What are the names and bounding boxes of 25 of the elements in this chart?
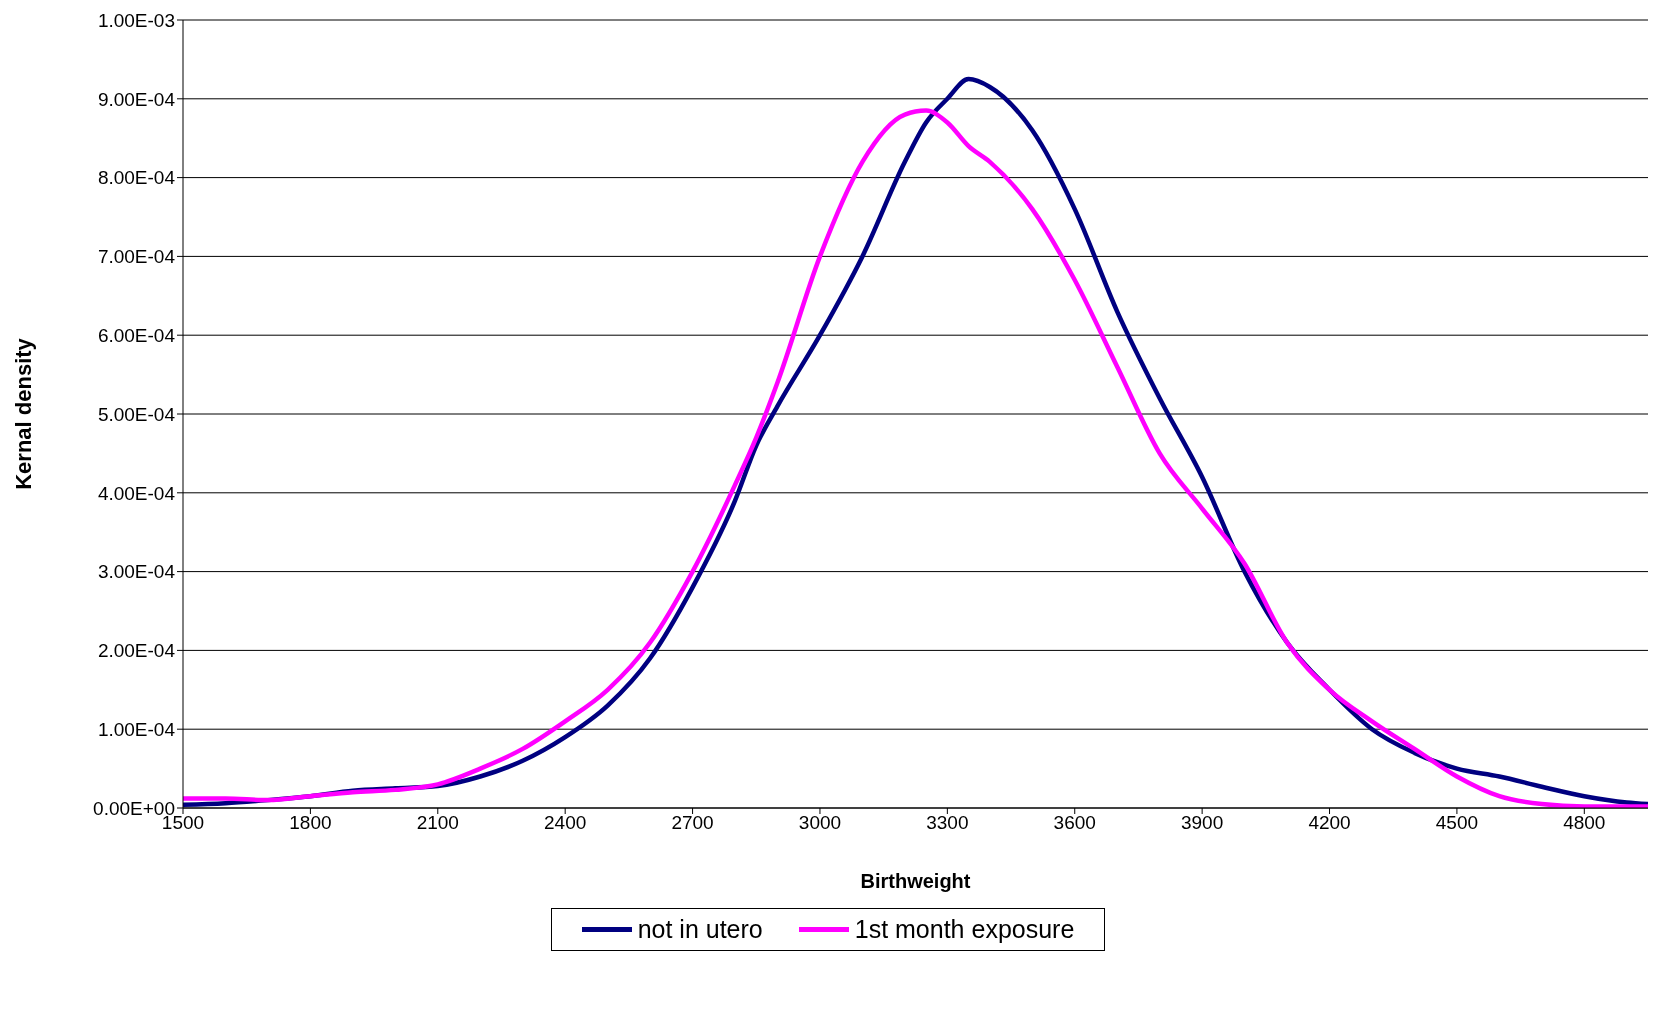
x-tick-label: 4500 bbox=[1435, 812, 1479, 834]
x-tick-label: 3300 bbox=[926, 812, 969, 834]
x-tick-label: 2400 bbox=[544, 812, 587, 834]
x-tick-label: 2700 bbox=[671, 812, 714, 834]
y-tick-label: 1.00E-03 bbox=[97, 9, 175, 31]
y-tick-label: 5.00E-04 bbox=[97, 403, 176, 425]
y-tick-label: 2.00E-04 bbox=[97, 640, 176, 662]
y-tick-label: 8.00E-04 bbox=[97, 167, 176, 189]
y-tick-label: 6.00E-04 bbox=[97, 324, 176, 346]
x-tick-label: 3900 bbox=[1180, 812, 1224, 834]
x-tick-label: 4800 bbox=[1563, 812, 1606, 834]
y-tick-label: 4.00E-04 bbox=[97, 482, 176, 504]
y-tick-label: 3.00E-04 bbox=[97, 561, 176, 583]
y-axis-title: Kernal density bbox=[10, 337, 36, 490]
x-axis-title: Birthweight bbox=[860, 870, 971, 892]
x-tick-label: 4200 bbox=[1308, 812, 1351, 834]
x-tick-label: 1800 bbox=[289, 812, 332, 834]
x-tick-label: 3600 bbox=[1053, 812, 1096, 834]
y-tick-label: 9.00E-04 bbox=[97, 88, 176, 110]
x-tick-label: 3000 bbox=[798, 812, 842, 834]
x-tick-label: 2100 bbox=[416, 812, 459, 834]
y-tick-label: 1.00E-04 bbox=[97, 718, 176, 740]
legend-label: not in utero bbox=[637, 915, 763, 944]
legend-label: 1st month exposure bbox=[854, 915, 1075, 944]
y-tick-label: 7.00E-04 bbox=[97, 246, 176, 268]
